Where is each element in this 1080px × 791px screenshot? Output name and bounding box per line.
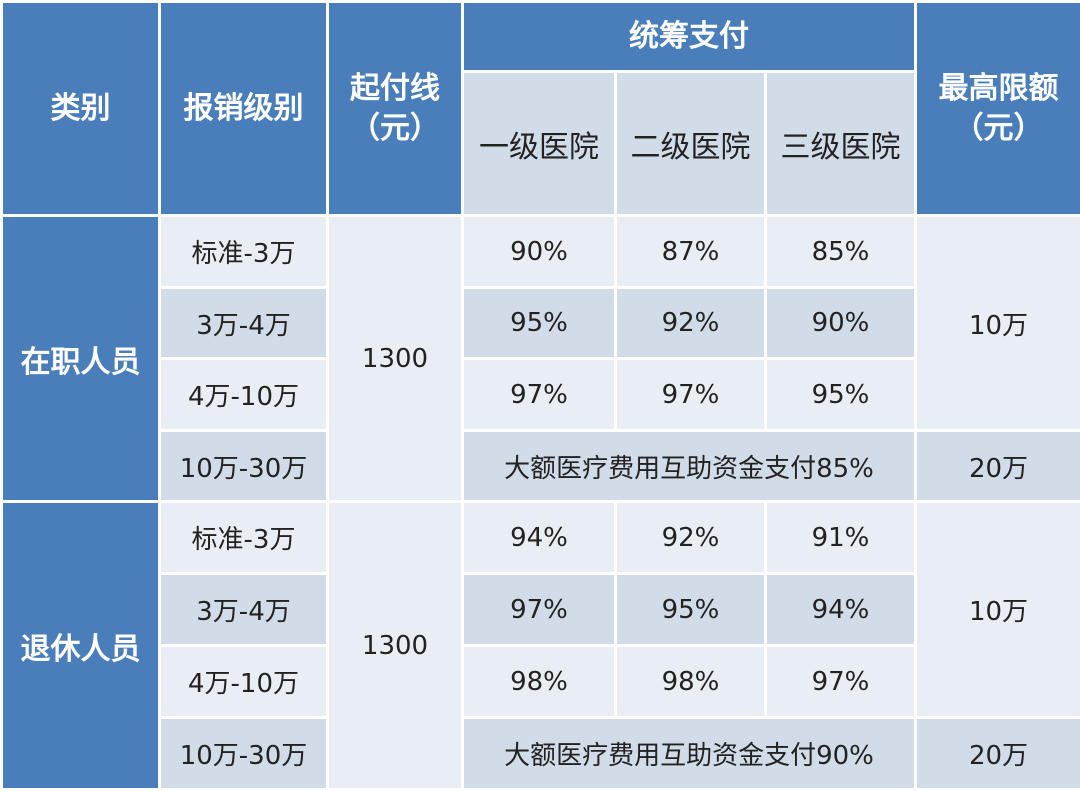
level-cell: 4万-10万 [160,359,328,431]
category-cell: 退休人员 [2,502,160,790]
large-payment-cell: 大额医疗费用互助资金支付85% [463,431,916,502]
max-limit-cell: 10万 [916,216,1080,431]
max-limit-cell: 10万 [916,502,1080,718]
header-threshold: 起付线 （元） [328,2,463,216]
header-pooled-payment: 统筹支付 [463,2,916,72]
level-cell: 3万-4万 [160,574,328,646]
threshold-cell: 1300 [328,216,463,502]
rate-cell: 87% [616,216,766,288]
level-cell: 4万-10万 [160,646,328,718]
table-row: 在职人员 标准-3万 1300 90% 87% 85% 10万 [2,216,1080,288]
table-row: 10万-30万 大额医疗费用互助资金支付90% 20万 [2,718,1080,790]
max-limit-cell: 20万 [916,718,1080,790]
level-cell: 10万-30万 [160,718,328,790]
rate-cell: 90% [766,288,916,359]
rate-cell: 90% [463,216,616,288]
header-hospital-1: 一级医院 [463,72,616,216]
rate-cell: 95% [766,359,916,431]
threshold-cell: 1300 [328,502,463,790]
rate-cell: 94% [463,502,616,574]
rate-cell: 97% [463,359,616,431]
large-payment-cell: 大额医疗费用互助资金支付90% [463,718,916,790]
table-row: 10万-30万 大额医疗费用互助资金支付85% 20万 [2,431,1080,502]
max-limit-cell: 20万 [916,431,1080,502]
rate-cell: 91% [766,502,916,574]
rate-cell: 92% [616,502,766,574]
rate-cell: 98% [463,646,616,718]
table-row: 退休人员 标准-3万 1300 94% 92% 91% 10万 [2,502,1080,574]
header-level: 报销级别 [160,2,328,216]
rate-cell: 97% [766,646,916,718]
rate-cell: 92% [616,288,766,359]
rate-cell: 95% [616,574,766,646]
rate-cell: 97% [616,359,766,431]
level-cell: 标准-3万 [160,502,328,574]
rate-cell: 85% [766,216,916,288]
header-category: 类别 [2,2,160,216]
header-hospital-2: 二级医院 [616,72,766,216]
rate-cell: 97% [463,574,616,646]
category-cell: 在职人员 [2,216,160,502]
rate-cell: 94% [766,574,916,646]
header-hospital-3: 三级医院 [766,72,916,216]
rate-cell: 98% [616,646,766,718]
header-max-limit: 最高限额 （元） [916,2,1080,216]
rate-cell: 95% [463,288,616,359]
level-cell: 3万-4万 [160,288,328,359]
level-cell: 10万-30万 [160,431,328,502]
level-cell: 标准-3万 [160,216,328,288]
